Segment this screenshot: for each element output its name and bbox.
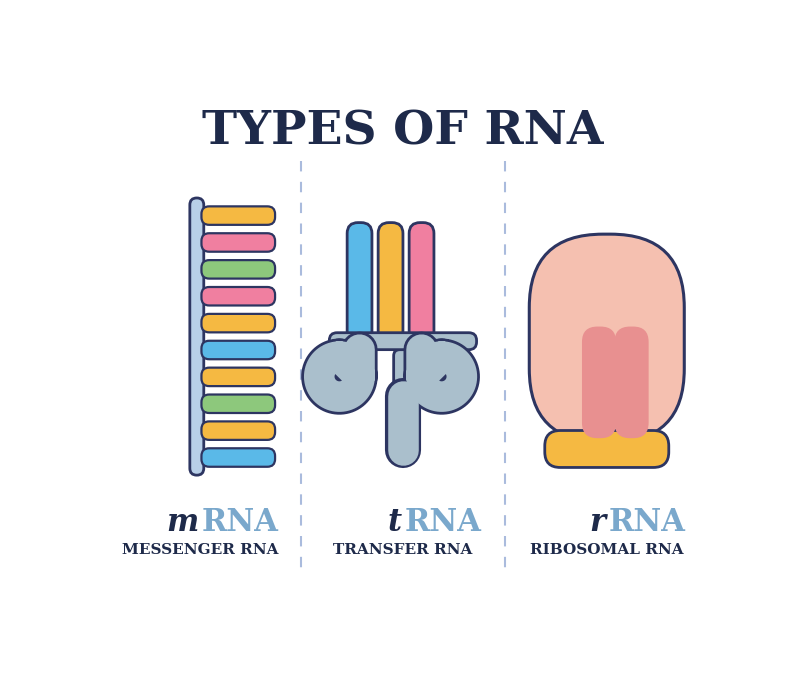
- FancyBboxPatch shape: [409, 223, 434, 342]
- Text: RNA: RNA: [405, 508, 482, 538]
- FancyBboxPatch shape: [545, 430, 669, 468]
- Text: TYPES OF RNA: TYPES OF RNA: [202, 108, 604, 155]
- Text: r: r: [589, 508, 605, 538]
- FancyBboxPatch shape: [201, 395, 275, 413]
- FancyBboxPatch shape: [201, 341, 275, 359]
- Text: RNA: RNA: [201, 508, 279, 538]
- Text: t: t: [387, 508, 401, 538]
- FancyBboxPatch shape: [329, 332, 477, 350]
- FancyBboxPatch shape: [615, 326, 648, 438]
- FancyBboxPatch shape: [201, 287, 275, 305]
- FancyBboxPatch shape: [347, 223, 372, 342]
- FancyBboxPatch shape: [378, 223, 403, 342]
- FancyBboxPatch shape: [201, 448, 275, 467]
- FancyBboxPatch shape: [190, 198, 204, 475]
- FancyBboxPatch shape: [201, 260, 275, 279]
- Text: TRANSFER RNA: TRANSFER RNA: [333, 543, 473, 557]
- FancyBboxPatch shape: [201, 368, 275, 386]
- FancyBboxPatch shape: [201, 421, 275, 440]
- Text: m: m: [166, 508, 198, 538]
- FancyBboxPatch shape: [530, 234, 684, 442]
- FancyBboxPatch shape: [201, 233, 275, 252]
- Text: RIBOSOMAL RNA: RIBOSOMAL RNA: [530, 543, 684, 557]
- Text: MESSENGER RNA: MESSENGER RNA: [122, 543, 278, 557]
- FancyBboxPatch shape: [582, 326, 616, 438]
- Text: RNA: RNA: [608, 508, 685, 538]
- FancyBboxPatch shape: [201, 314, 275, 332]
- FancyBboxPatch shape: [201, 206, 275, 225]
- FancyBboxPatch shape: [394, 350, 412, 396]
